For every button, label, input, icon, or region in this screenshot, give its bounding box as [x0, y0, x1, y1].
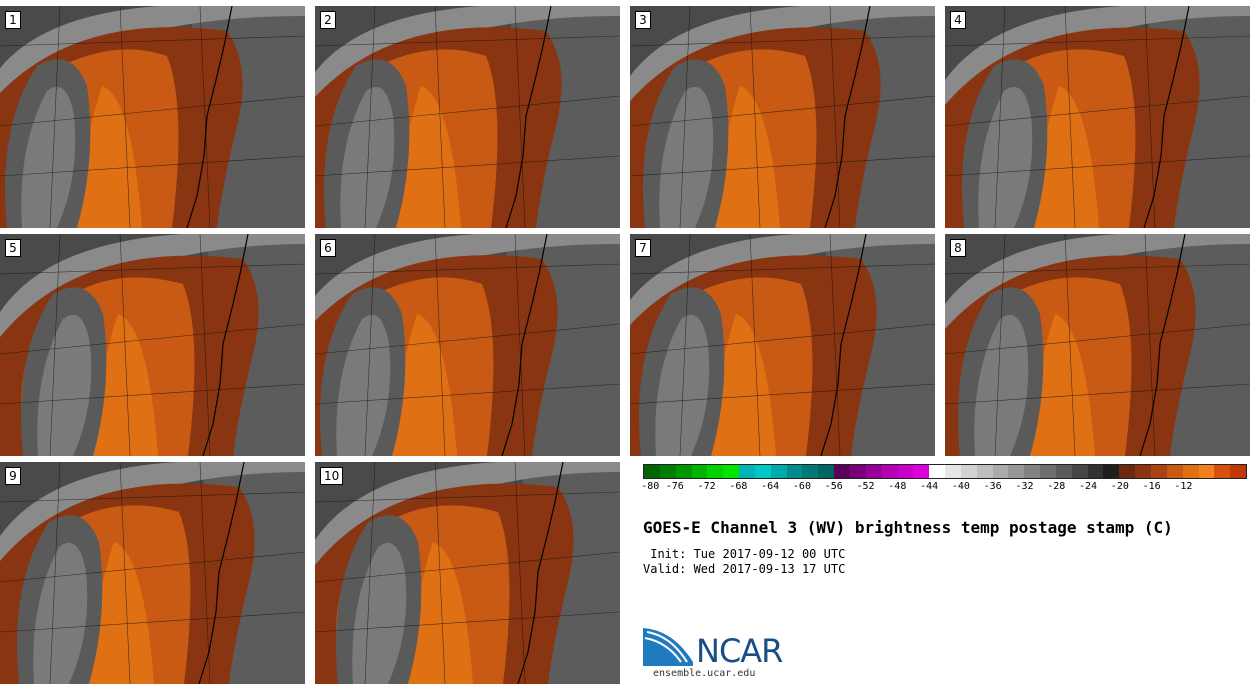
colorbar-cell [1214, 465, 1231, 478]
colorbar-cell [992, 465, 1009, 478]
colorbar-cell [1103, 465, 1120, 478]
colorbar-cell [675, 465, 692, 478]
colorbar-cell [1087, 465, 1104, 478]
colorbar-tick: -36 [983, 481, 1002, 492]
colorbar-cell [691, 465, 708, 478]
colorbar-tick: -64 [761, 481, 780, 492]
colorbar-cell [1024, 465, 1041, 478]
colorbar-cell [644, 465, 660, 478]
colorbar-cell [1071, 465, 1088, 478]
wv-map [945, 6, 1250, 228]
wv-map [630, 6, 935, 228]
colorbar-cell [897, 465, 914, 478]
colorbar-tick-labels: -80 -76 -72 -68 -64 -60 -56 -52 -48 -44 -40 -36 -32 -… [641, 481, 1247, 495]
panel-number: 9 [5, 467, 21, 485]
stamp-panel-2: 2 [315, 6, 620, 228]
wv-map [315, 6, 620, 228]
colorbar-tick: -52 [856, 481, 875, 492]
colorbar-cell [849, 465, 866, 478]
stamp-panel-6: 6 [315, 234, 620, 456]
stamp-panel-10: 10 [315, 462, 620, 684]
panel-number: 1 [5, 11, 21, 29]
wv-map [315, 234, 620, 456]
stamp-panel-1: 1 [0, 6, 305, 228]
panel-number: 6 [320, 239, 336, 257]
colorbar-cell [770, 465, 787, 478]
wv-map [0, 6, 305, 228]
colorbar-cell [945, 465, 961, 478]
panel-number: 5 [5, 239, 21, 257]
colorbar-cell [1198, 465, 1215, 478]
colorbar-tick: -68 [729, 481, 748, 492]
ncar-logo-text: NCAR [696, 632, 783, 670]
colorbar [643, 464, 1247, 479]
stamp-panel-4: 4 [945, 6, 1250, 228]
colorbar-tick: -16 [1142, 481, 1161, 492]
wv-map [0, 462, 305, 684]
colorbar-cell [1151, 465, 1167, 478]
panel-number: 3 [635, 11, 651, 29]
colorbar-cell [1008, 465, 1025, 478]
colorbar-tick: -60 [792, 481, 811, 492]
stamp-panel-8: 8 [945, 234, 1250, 456]
colorbar-cell [1119, 465, 1136, 478]
logo-url: ensemble.ucar.edu [653, 668, 756, 679]
colorbar-cell [1166, 465, 1183, 478]
stamp-panel-5: 5 [0, 234, 305, 456]
colorbar-cell [707, 465, 724, 478]
stamp-panel-7: 7 [630, 234, 935, 456]
colorbar-cell [802, 465, 819, 478]
colorbar-cell [881, 465, 898, 478]
panel-number: 7 [635, 239, 651, 257]
figure-title: GOES-E Channel 3 (WV) brightness temp po… [643, 518, 1173, 537]
stamp-panel-3: 3 [630, 6, 935, 228]
panel-number: 8 [950, 239, 966, 257]
colorbar-tick: -24 [1079, 481, 1098, 492]
colorbar-tick: -28 [1047, 481, 1066, 492]
wv-map [0, 234, 305, 456]
colorbar-tick: -56 [824, 481, 843, 492]
colorbar-tick: -12 [1174, 481, 1193, 492]
valid-time: Valid: Wed 2017-09-13 17 UTC [643, 562, 846, 576]
wv-map [315, 462, 620, 684]
wv-map [945, 234, 1250, 456]
colorbar-cell [1135, 465, 1151, 478]
colorbar-tick: -44 [920, 481, 939, 492]
panel-number: 2 [320, 11, 336, 29]
colorbar-cell [1230, 465, 1247, 478]
colorbar-cell [1055, 465, 1072, 478]
colorbar-cell [913, 465, 930, 478]
wv-map [630, 234, 935, 456]
stamp-panel-9: 9 [0, 462, 305, 684]
colorbar-tick: -76 [665, 481, 684, 492]
colorbar-cell [929, 465, 946, 478]
colorbar-cell [659, 465, 676, 478]
colorbar-cell [818, 465, 835, 478]
colorbar-cell [723, 465, 740, 478]
colorbar-cell [960, 465, 977, 478]
colorbar-cell [786, 465, 803, 478]
colorbar-tick: -72 [697, 481, 716, 492]
colorbar-tick: -40 [951, 481, 970, 492]
colorbar-cell [754, 465, 771, 478]
colorbar-cell [834, 465, 850, 478]
colorbar-cell [1040, 465, 1056, 478]
colorbar-cell [739, 465, 755, 478]
colorbar-tick: -48 [888, 481, 907, 492]
colorbar-tick: -80 [641, 481, 660, 492]
ncar-logo-icon [643, 628, 693, 666]
panel-number: 10 [320, 467, 344, 485]
colorbar-cell [976, 465, 993, 478]
panel-number: 4 [950, 11, 966, 29]
init-time: Init: Tue 2017-09-12 00 UTC [643, 547, 846, 561]
colorbar-cell [865, 465, 882, 478]
colorbar-tick: -32 [1015, 481, 1034, 492]
colorbar-cell [1182, 465, 1199, 478]
colorbar-tick: -20 [1110, 481, 1129, 492]
